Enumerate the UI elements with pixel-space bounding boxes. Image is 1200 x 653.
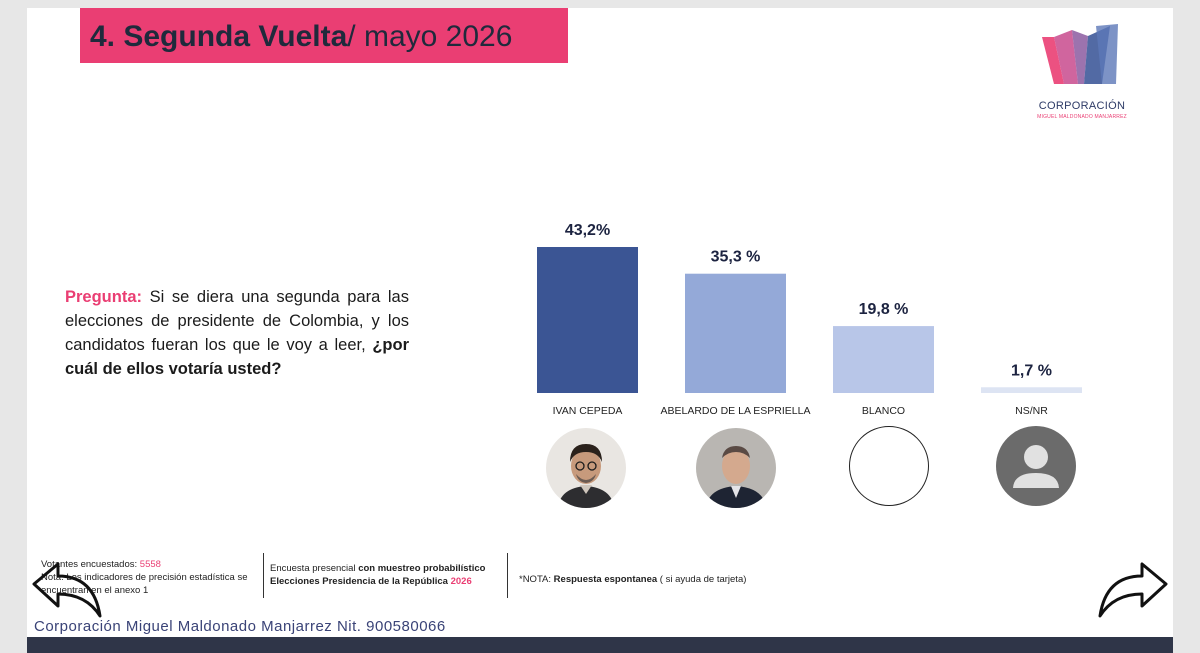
candidate-photo-icon [546,428,626,508]
footer-respondents: Votantes encuestados: 5558 Nota: Los ind… [41,559,248,596]
avatar-ivan-cepeda [546,428,626,508]
next-arrow-icon[interactable] [1092,558,1172,628]
logo-sub-text: MIGUEL MALDONADO MANJARREZ [1037,114,1127,120]
category-label-2: BLANCO [862,405,905,417]
candidate-photo-icon [696,428,776,508]
category-label-3: NS/NR [1015,405,1048,417]
slide: 4. Segunda Vuelta/ mayo 2026 CORPORACIÓN… [27,8,1173,653]
avatar-blanco [849,426,929,506]
question-emphasis: ¿por cuál de ellos votaría usted? [65,336,409,378]
corporation-logo: CORPORACIÓN MIGUEL MALDONADO MANJARREZ [1032,22,1132,122]
data-label-2: 19,8 % [859,301,909,318]
avatar-ns-nr [996,426,1076,506]
data-label-1: 35,3 % [711,249,761,266]
prev-arrow-icon[interactable] [28,558,108,628]
footer-survey-info: Encuesta presencial con muestreo probabi… [270,563,486,587]
bottom-band [27,637,1173,653]
question-body: Si se diera una segunda para las eleccio… [65,288,409,354]
question-label: Pregunta: [65,288,143,306]
logo-mark-icon [1042,24,1118,84]
footer-spontaneous-note: *NOTA: Respuesta espontanea ( si ayuda d… [519,574,747,585]
bar-chart: 43,2% IVAN CEPEDA 35,3 % ABELARDO DE LA ESP… [507,208,1107,438]
bar-2 [833,326,934,393]
user-placeholder-icon [1013,445,1059,488]
page-title: 4. Segunda Vuelta/ mayo 2026 [90,20,513,53]
category-label-0: IVAN CEPEDA [553,405,623,417]
nit-text: Corporación Miguel Maldonado Manjarrez N… [34,618,446,635]
footer-divider [263,553,264,598]
question-text: Pregunta: Si se diera una segunda para l… [65,285,409,381]
title-bar: 4. Segunda Vuelta/ mayo 2026 [80,8,568,63]
avatar-abelardo-de-la-espriella [696,428,776,508]
data-label-3: 1,7 % [1011,362,1052,379]
footer-divider [507,553,508,598]
data-label-0: 43,2% [565,222,610,239]
category-label-1: ABELARDO DE LA ESPRIELLA [661,405,811,417]
bar-3 [981,387,1082,393]
bar-chart-svg: 43,2% IVAN CEPEDA 35,3 % ABELARDO DE LA ESP… [537,222,1082,417]
bar-1 [685,273,786,393]
bar-0 [537,247,638,393]
footer-notes: Votantes encuestados: 5558 Nota: Los ind… [27,553,1173,608]
logo-org-text: CORPORACIÓN [1038,100,1126,112]
